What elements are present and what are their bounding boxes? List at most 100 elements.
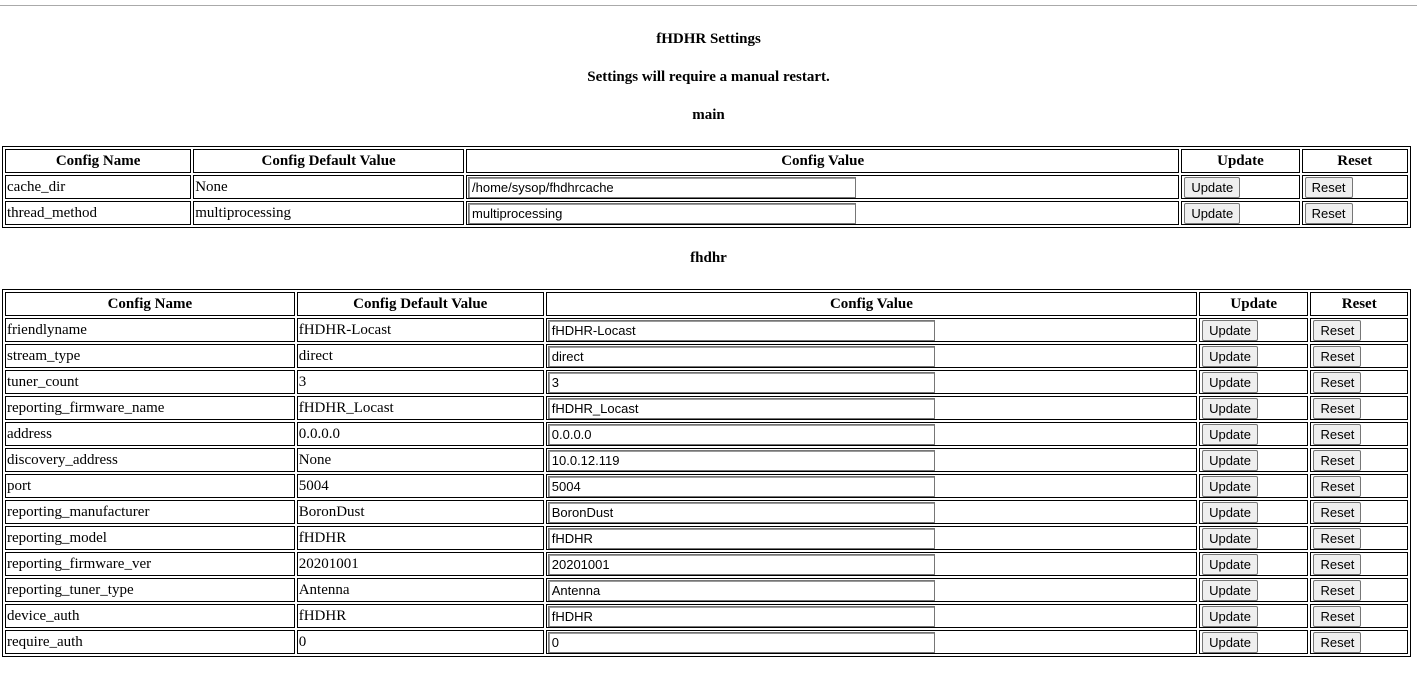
reset-button[interactable]: Reset	[1304, 176, 1353, 198]
table-row: stream_type direct direct Update Reset	[5, 344, 1408, 368]
config-default: 0.0.0.0	[296, 422, 544, 446]
config-value-input[interactable]: 3	[547, 371, 935, 393]
update-cell: Update	[1181, 175, 1300, 199]
update-button[interactable]: Update	[1202, 371, 1258, 393]
config-value-input[interactable]: 5004	[547, 475, 935, 497]
reset-button[interactable]: Reset	[1313, 345, 1362, 367]
table-row: port 5004 5004 Update Reset	[5, 474, 1408, 498]
config-value-input[interactable]: 10.0.12.119	[547, 449, 935, 471]
table-row: reporting_firmware_ver 20201001 20201001…	[5, 552, 1408, 576]
config-name: reporting_manufacturer	[5, 500, 295, 524]
sections: main Config Name Config Default Value Confi…	[0, 107, 1417, 657]
reset-button[interactable]: Reset	[1313, 449, 1362, 471]
config-value-input[interactable]: direct	[547, 345, 935, 367]
update-button[interactable]: Update	[1202, 319, 1258, 341]
update-button[interactable]: Update	[1202, 553, 1258, 575]
update-cell: Update	[1199, 526, 1309, 550]
reset-button[interactable]: Reset	[1313, 319, 1362, 341]
config-default: 20201001	[296, 552, 544, 576]
update-button[interactable]: Update	[1202, 631, 1258, 653]
config-default: fHDHR_Locast	[296, 396, 544, 420]
reset-button[interactable]: Reset	[1313, 423, 1362, 445]
config-value-cell: Antenna	[545, 578, 1198, 602]
config-value-cell: 10.0.12.119	[545, 448, 1198, 472]
update-button[interactable]: Update	[1202, 449, 1258, 471]
config-value-input[interactable]: fHDHR-Locast	[547, 319, 935, 341]
table-row: reporting_tuner_type Antenna Antenna Upd…	[5, 578, 1408, 602]
config-value-input[interactable]: 0.0.0.0	[547, 423, 935, 445]
update-button[interactable]: Update	[1184, 176, 1241, 198]
reset-button[interactable]: Reset	[1313, 553, 1362, 575]
update-cell: Update	[1199, 448, 1309, 472]
reset-button[interactable]: Reset	[1313, 397, 1362, 419]
config-default: BoronDust	[296, 500, 544, 524]
reset-button[interactable]: Reset	[1313, 475, 1362, 497]
update-button[interactable]: Update	[1184, 202, 1241, 224]
reset-cell: Reset	[1310, 318, 1408, 342]
reset-cell: Reset	[1310, 474, 1408, 498]
config-name: require_auth	[5, 630, 295, 654]
reset-cell: Reset	[1310, 396, 1408, 420]
update-button[interactable]: Update	[1202, 579, 1258, 601]
reset-button[interactable]: Reset	[1313, 579, 1362, 601]
config-default: 0	[296, 630, 544, 654]
config-value-input[interactable]: fHDHR_Locast	[547, 397, 935, 419]
table-row: discovery_address None 10.0.12.119 Updat…	[5, 448, 1408, 472]
config-value-input[interactable]: 20201001	[547, 553, 935, 575]
config-value-cell: multiprocessing	[466, 201, 1180, 225]
reset-button[interactable]: Reset	[1313, 371, 1362, 393]
header-update: Update	[1199, 292, 1309, 316]
update-cell: Update	[1199, 318, 1309, 342]
reset-cell: Reset	[1301, 175, 1408, 199]
config-value-cell: 3	[545, 370, 1198, 394]
top-divider	[0, 5, 1417, 6]
config-name: address	[5, 422, 295, 446]
config-value-cell: fHDHR	[545, 526, 1198, 550]
reset-button[interactable]: Reset	[1313, 501, 1362, 523]
reset-button[interactable]: Reset	[1313, 605, 1362, 627]
config-name: reporting_model	[5, 526, 295, 550]
update-button[interactable]: Update	[1202, 475, 1258, 497]
update-button[interactable]: Update	[1202, 605, 1258, 627]
config-name: reporting_tuner_type	[5, 578, 295, 602]
reset-cell: Reset	[1310, 344, 1408, 368]
config-value-cell: direct	[545, 344, 1198, 368]
update-cell: Update	[1199, 500, 1309, 524]
update-button[interactable]: Update	[1202, 527, 1258, 549]
config-default: 5004	[296, 474, 544, 498]
config-default: None	[296, 448, 544, 472]
update-cell: Update	[1199, 578, 1309, 602]
update-button[interactable]: Update	[1202, 345, 1258, 367]
reset-cell: Reset	[1310, 526, 1408, 550]
header-row: Config Name Config Default Value Config Va…	[5, 292, 1408, 316]
config-value-cell: fHDHR-Locast	[545, 318, 1198, 342]
header-update: Update	[1181, 149, 1300, 173]
update-button[interactable]: Update	[1202, 423, 1258, 445]
update-cell: Update	[1199, 370, 1309, 394]
config-value-input[interactable]: BoronDust	[547, 501, 935, 523]
config-value-input[interactable]: 0	[547, 631, 935, 653]
config-name: friendlyname	[5, 318, 295, 342]
header-name: Config Name	[5, 292, 295, 316]
update-cell: Update	[1199, 630, 1309, 654]
reset-button[interactable]: Reset	[1313, 527, 1362, 549]
table-row: reporting_firmware_name fHDHR_Locast fHD…	[5, 396, 1408, 420]
update-button[interactable]: Update	[1202, 501, 1258, 523]
config-value-input[interactable]: /home/sysop/fhdhrcache	[468, 176, 857, 198]
update-cell: Update	[1199, 422, 1309, 446]
config-value-input[interactable]: Antenna	[547, 579, 935, 601]
config-value-cell: fHDHR_Locast	[545, 396, 1198, 420]
table-row: tuner_count 3 3 Update Reset	[5, 370, 1408, 394]
update-button[interactable]: Update	[1202, 397, 1258, 419]
reset-button[interactable]: Reset	[1313, 631, 1362, 653]
update-cell: Update	[1199, 396, 1309, 420]
table-row: require_auth 0 0 Update Reset	[5, 630, 1408, 654]
reset-button[interactable]: Reset	[1304, 202, 1353, 224]
config-value-input[interactable]: fHDHR	[547, 527, 935, 549]
section-title: main	[692, 107, 725, 123]
reset-cell: Reset	[1310, 578, 1408, 602]
config-value-input[interactable]: fHDHR	[547, 605, 935, 627]
reset-cell: Reset	[1310, 370, 1408, 394]
table-row: cache_dir None /home/sysop/fhdhrcache Up…	[5, 175, 1408, 199]
config-value-input[interactable]: multiprocessing	[468, 202, 857, 224]
